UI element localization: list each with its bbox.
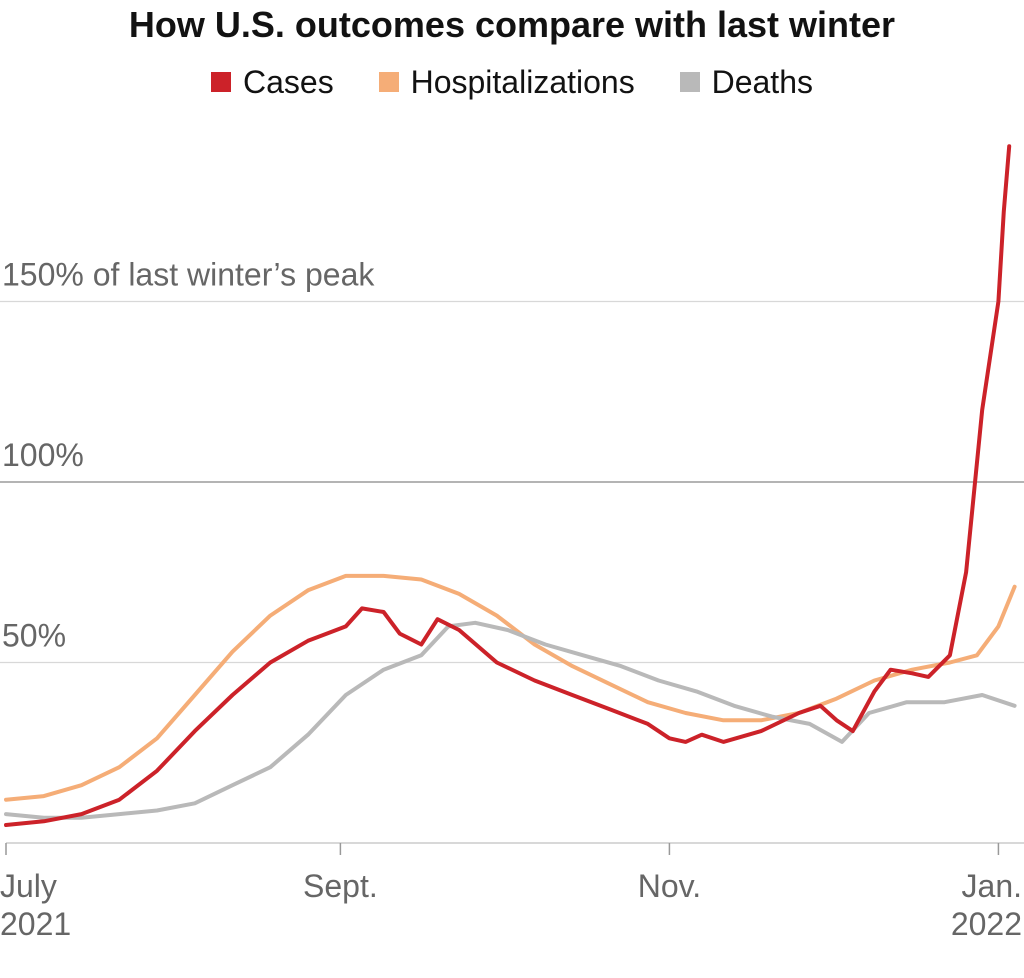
legend-item-hospitalizations: Hospitalizations bbox=[378, 64, 635, 101]
legend-item-cases: Cases bbox=[211, 64, 334, 101]
y-tick-label: 50% bbox=[2, 618, 66, 654]
x-tick-label: July bbox=[0, 868, 57, 904]
series-line-cases bbox=[4, 144, 1012, 827]
y-tick-label: 100% bbox=[2, 437, 84, 473]
legend-swatch-cases bbox=[211, 72, 231, 92]
grid-lines: 50% 100% 150% of last winter’s peak bbox=[0, 257, 1024, 844]
x-tick-label: Sept. bbox=[303, 868, 378, 904]
x-tick-year-label: 2021 bbox=[0, 906, 71, 942]
legend-swatch-hospitalizations bbox=[378, 72, 399, 92]
legend-label-hospitalizations: Hospitalizations bbox=[410, 64, 635, 100]
legend-item-deaths: Deaths bbox=[679, 64, 813, 101]
legend-label-cases: Cases bbox=[243, 64, 334, 100]
series-line-deaths bbox=[4, 620, 1017, 820]
legend: Cases Hospitalizations Deaths bbox=[0, 64, 1024, 101]
x-tick-label: Jan. bbox=[962, 868, 1022, 904]
x-tick-year-label: 2022 bbox=[951, 906, 1022, 942]
chart-title: How U.S. outcomes compare with last wint… bbox=[128, 4, 896, 45]
y-tick-label: 150% of last winter’s peak bbox=[2, 257, 375, 293]
series-line-hospitalizations bbox=[4, 573, 1017, 802]
legend-label-deaths: Deaths bbox=[711, 64, 813, 100]
legend-swatch-deaths bbox=[679, 72, 700, 92]
x-tick-label: Nov. bbox=[638, 868, 701, 904]
series-lines bbox=[4, 144, 1017, 827]
